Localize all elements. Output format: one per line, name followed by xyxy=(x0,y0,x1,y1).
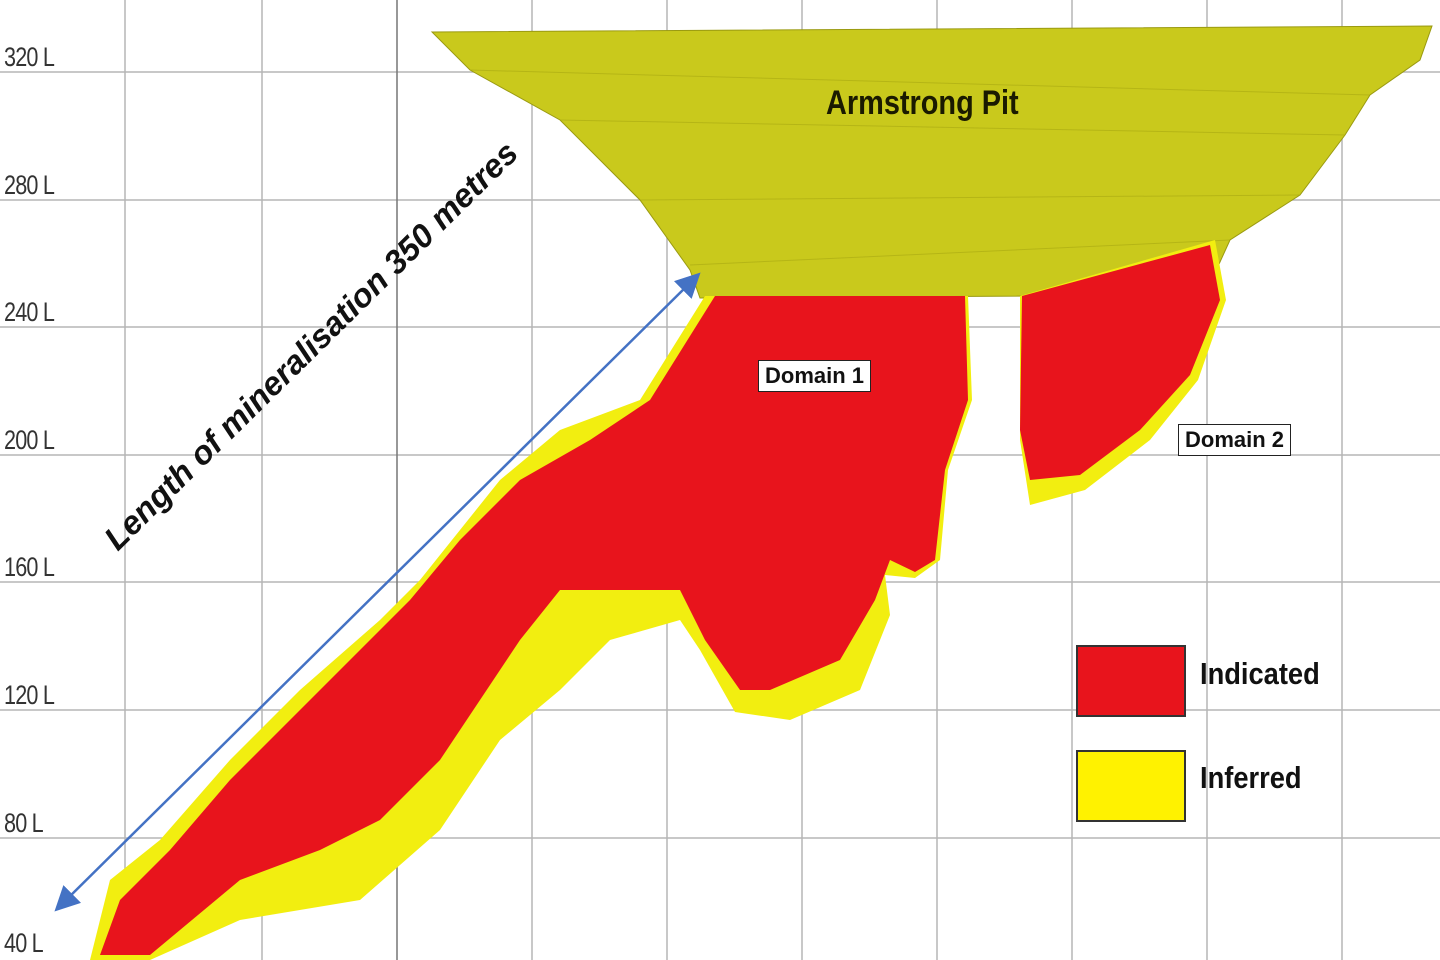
armstrong-pit-shell xyxy=(430,25,1433,299)
level-label-40: 40 L xyxy=(4,928,44,958)
legend-swatch-indicated xyxy=(1076,645,1186,717)
legend-swatch-inferred xyxy=(1076,750,1186,822)
domain-2-indicated xyxy=(1020,245,1220,480)
level-label-280: 280 L xyxy=(4,170,55,200)
domain-1-label: Domain 1 xyxy=(758,360,872,392)
pit-label: Armstrong Pit xyxy=(826,84,1019,122)
level-label-80: 80 L xyxy=(4,808,44,838)
level-label-200: 200 L xyxy=(4,425,55,455)
legend-label-indicated: Indicated xyxy=(1200,656,1320,691)
level-label-160: 160 L xyxy=(4,552,55,582)
level-label-120: 120 L xyxy=(4,680,55,710)
legend-label-inferred: Inferred xyxy=(1200,760,1302,795)
pit-benches xyxy=(469,69,1371,266)
domain-2-label: Domain 2 xyxy=(1178,424,1292,456)
level-label-320: 320 L xyxy=(4,42,55,72)
length-arrow xyxy=(54,272,701,912)
level-label-240: 240 L xyxy=(4,297,55,327)
